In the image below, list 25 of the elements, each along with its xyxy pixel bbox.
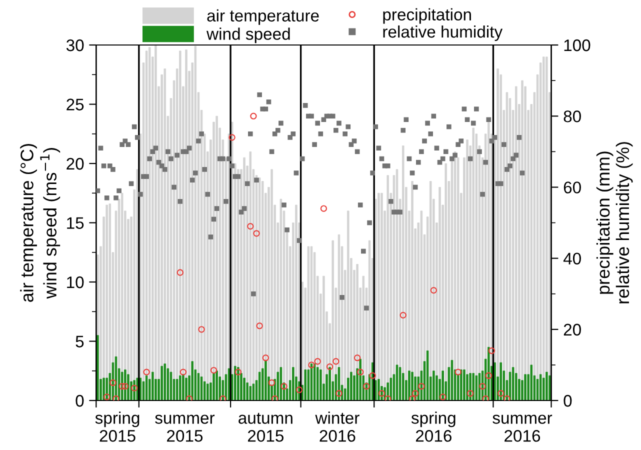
text: summer 2015 bbox=[155, 414, 215, 442]
y2-axis-title: precipitation (mm) relative humidity (%) bbox=[596, 142, 633, 304]
y-tick-label: 20 bbox=[66, 158, 84, 170]
legend-label: relative humidity bbox=[383, 25, 503, 41]
y2-tick-label: 0 bbox=[564, 394, 572, 407]
y2-tick-label: 100 bbox=[564, 39, 590, 52]
y-axis-title: air temperature (°C) wind speed (ms$^{−1}$) bbox=[20, 144, 60, 302]
y-tick-label: 10 bbox=[67, 276, 84, 288]
y-tick-label: 30 bbox=[66, 39, 84, 52]
y-tick-label: 5 bbox=[76, 336, 84, 348]
y2-tick-label: 80 bbox=[564, 110, 581, 122]
text: autumn 2015 bbox=[238, 412, 292, 442]
y-tick-label: 0 bbox=[76, 394, 84, 407]
text: spring 2015 bbox=[95, 412, 140, 442]
text: summer 2016 bbox=[492, 414, 552, 442]
y-tick-label: 15 bbox=[67, 217, 84, 229]
legend-label: air temperature bbox=[207, 9, 319, 25]
text: winter 2016 bbox=[315, 412, 360, 442]
legend-label: precipitation bbox=[383, 8, 471, 24]
text: spring 2016 bbox=[411, 412, 456, 442]
y2-tick-label: 40 bbox=[563, 252, 581, 265]
legend-label: wind speed bbox=[206, 28, 290, 44]
y2-tick-label: 20 bbox=[564, 324, 581, 336]
y-tick-label: 25 bbox=[66, 98, 84, 110]
y2-tick-label: 60 bbox=[564, 182, 581, 194]
